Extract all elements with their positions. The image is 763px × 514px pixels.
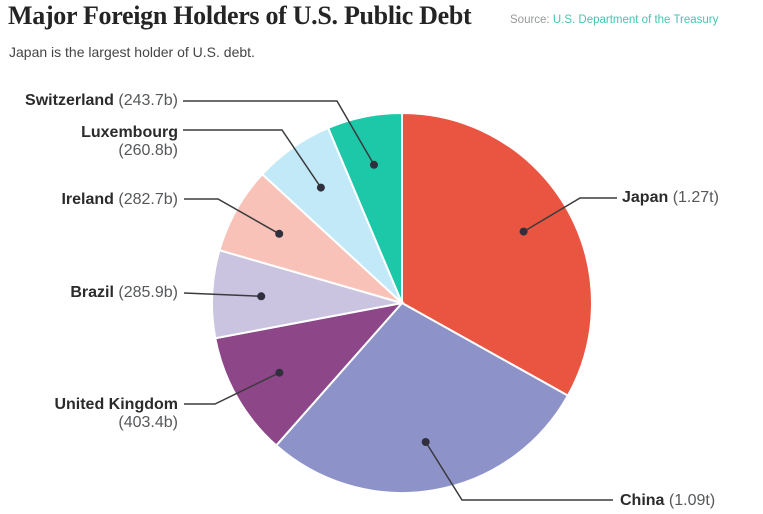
label-brazil: Brazil (285.9b) [0,284,178,302]
source: Source: U.S. Department of the Treasury [510,14,718,26]
label-japan-value: (1.27t) [672,189,719,206]
leader-line-japan [523,197,617,233]
leader-dot-luxembourg [316,183,325,192]
leader-dot-switzerland [370,160,378,169]
label-brazil-value: (285.9b) [118,284,178,301]
leader-line-china [425,441,613,501]
leader-dot-united-kingdom [275,368,284,377]
source-label: Source: [510,14,550,26]
label-united-kingdom-value: (403.4b) [118,414,178,431]
label-switzerland-name: Switzerland [25,92,114,109]
source-link[interactable]: U.S. Department of the Treasury [552,14,719,26]
leader-dot-japan [519,227,528,236]
pie-slice-switzerland[interactable] [326,111,403,304]
leader-line-united-kingdom [184,372,280,405]
label-switzerland: Switzerland (243.7b) [0,92,178,110]
label-ireland: Ireland (282.7b) [0,191,178,209]
label-united-kingdom: United Kingdom (403.4b) [0,396,178,432]
page-title: Major Foreign Holders of U.S. Public Deb… [8,1,472,30]
leader-dot-brazil [257,292,266,301]
label-united-kingdom-name: United Kingdom [54,396,178,413]
leader-dot-china [421,438,430,446]
label-luxembourg: Luxembourg (260.8b) [0,124,178,160]
label-china-value: (1.09t) [668,492,716,509]
label-japan-name: Japan [622,189,669,206]
label-china-name: China [620,492,665,509]
leader-line-luxembourg [183,129,322,189]
pie-slice-china[interactable] [274,301,570,494]
label-luxembourg-value: (260.8b) [118,142,178,159]
label-brazil-name: Brazil [70,284,114,301]
label-ireland-name: Ireland [61,191,114,208]
label-china: China (1.09t) [620,492,715,510]
leader-line-brazil [183,292,262,298]
label-ireland-value: (282.7b) [118,191,178,208]
pie-slice-united-kingdom[interactable] [214,301,405,447]
label-japan: Japan (1.27t) [622,189,719,207]
leader-line-ireland [184,198,280,235]
leader-dot-ireland [275,229,284,238]
label-switzerland-value: (243.7b) [118,92,178,109]
chart-subtitle: Japan is the largest holder of U.S. debt… [9,44,255,60]
leader-line-switzerland [183,100,375,166]
label-luxembourg-name: Luxembourg [81,124,178,141]
